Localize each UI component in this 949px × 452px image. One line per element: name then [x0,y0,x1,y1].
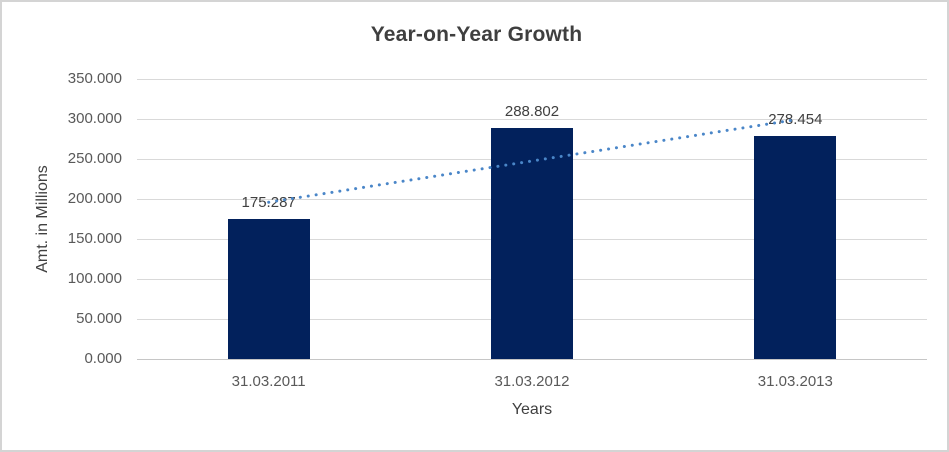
gridline [137,118,927,120]
x-tick-label: 31.03.2011 [231,373,306,390]
bar [227,218,310,359]
chart-title: Year-on-Year Growth [370,23,583,46]
y-tick-label: 0.000 [84,350,122,367]
y-tick-label: 200.000 [67,190,122,207]
x-axis-title: Years [511,401,553,418]
y-tick-label: 250.000 [67,150,122,167]
bar [491,127,573,359]
y-tick-label: 100.000 [67,270,122,287]
x-axis-line [137,358,927,360]
y-tick-label: 300.000 [67,110,122,127]
bar-value-label: 288.802 [504,102,560,120]
y-tick-label: 50.000 [76,310,122,327]
x-tick-label: 31.03.2013 [757,373,833,390]
bar-value-label: 278.454 [768,111,823,129]
x-tick-label: 31.03.2012 [494,373,570,390]
y-tick-label: 350.000 [67,70,122,87]
gridline [137,78,927,80]
y-tick-label: 150.000 [67,230,122,247]
trendline [267,118,797,204]
bar [754,136,837,359]
